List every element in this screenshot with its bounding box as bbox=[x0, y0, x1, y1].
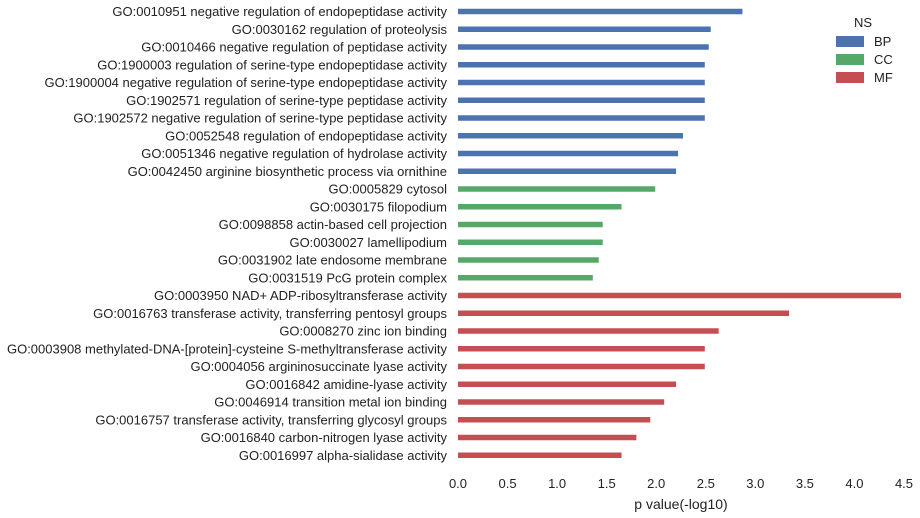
bars bbox=[458, 8, 902, 458]
bar-bp bbox=[458, 44, 709, 50]
x-tick-label: 3.5 bbox=[796, 476, 814, 491]
x-tick-label: 4.0 bbox=[845, 476, 863, 491]
x-tick-label: 2.0 bbox=[647, 476, 665, 491]
bar-mf bbox=[458, 346, 705, 352]
bar-mf bbox=[458, 399, 665, 405]
category-label: GO:0031902 late endosome membrane bbox=[218, 253, 447, 268]
x-axis-ticks: 0.0 0.5 1.0 1.5 2.0 2.5 3.0 3.5 4.0 4.5 bbox=[449, 476, 913, 491]
category-label: GO:0003908 methylated-DNA-[protein]-cyst… bbox=[7, 341, 448, 356]
category-label: GO:1902571 regulation of serine-type pep… bbox=[126, 93, 447, 108]
bar-cc bbox=[458, 186, 656, 192]
bar-cc bbox=[458, 257, 599, 263]
x-tick-label: 0.5 bbox=[499, 476, 517, 491]
category-label: GO:0098858 actin-based cell projection bbox=[219, 217, 447, 232]
x-tick-label: 2.5 bbox=[697, 476, 715, 491]
bar-cc bbox=[458, 221, 603, 228]
bar-mf bbox=[458, 381, 677, 387]
bar-mf bbox=[458, 328, 719, 334]
bar-mf bbox=[458, 363, 705, 370]
legend: NS BP CC MF bbox=[836, 15, 893, 85]
category-labels: GO:0010951 negative regulation of endope… bbox=[7, 4, 448, 463]
category-label: GO:0042450 arginine biosynthetic process… bbox=[128, 164, 447, 179]
bar-mf bbox=[458, 292, 902, 299]
legend-label-bp: BP bbox=[874, 34, 891, 49]
bar-mf bbox=[458, 434, 637, 441]
bar-mf bbox=[458, 452, 622, 458]
category-label: GO:0030175 filopodium bbox=[310, 199, 447, 214]
bar-cc bbox=[458, 275, 593, 281]
category-label: GO:0016763 transferase activity, transfe… bbox=[93, 306, 447, 321]
x-tick-label: 4.5 bbox=[895, 476, 913, 491]
legend-swatch-bp bbox=[836, 36, 864, 47]
bar-bp bbox=[458, 133, 683, 139]
bar-cc bbox=[458, 239, 603, 245]
category-label: GO:0016842 amidine-lyase activity bbox=[245, 377, 447, 392]
category-label: GO:0016997 alpha-sialidase activity bbox=[239, 448, 448, 463]
category-label: GO:1900004 negative regulation of serine… bbox=[44, 75, 447, 90]
legend-label-mf: MF bbox=[874, 70, 893, 85]
legend-swatch-cc bbox=[836, 54, 864, 65]
category-label: GO:0016757 transferase activity, transfe… bbox=[95, 412, 447, 427]
legend-swatch-mf bbox=[836, 72, 864, 83]
category-label: GO:0004056 argininosuccinate lyase activ… bbox=[190, 359, 447, 374]
category-label: GO:0031519 PcG protein complex bbox=[248, 270, 447, 285]
x-tick-label: 0.0 bbox=[449, 476, 467, 491]
category-label: GO:0016840 carbon-nitrogen lyase activit… bbox=[201, 430, 448, 445]
category-label: GO:0052548 regulation of endopeptidase a… bbox=[165, 128, 447, 143]
category-label: GO:0010951 negative regulation of endope… bbox=[112, 4, 447, 19]
category-label: GO:0010466 negative regulation of peptid… bbox=[141, 40, 447, 55]
category-label: GO:0008270 zinc ion binding bbox=[279, 324, 447, 339]
category-label: GO:0030027 lamellipodium bbox=[289, 235, 447, 250]
bar-bp bbox=[458, 62, 705, 68]
bar-bp bbox=[458, 8, 743, 15]
bar-bp bbox=[458, 97, 705, 103]
bar-bp bbox=[458, 150, 679, 157]
legend-label-cc: CC bbox=[874, 52, 893, 67]
bar-cc bbox=[458, 204, 622, 210]
bar-mf bbox=[458, 310, 790, 316]
category-label: GO:0051346 negative regulation of hydrol… bbox=[141, 146, 447, 161]
bar-mf bbox=[458, 417, 651, 423]
legend-entries: BP CC MF bbox=[836, 34, 893, 85]
bar-bp bbox=[458, 79, 705, 86]
bar-bp bbox=[458, 168, 677, 174]
x-axis-label: p value(-log10) bbox=[634, 496, 727, 512]
x-tick-label: 1.5 bbox=[598, 476, 616, 491]
x-tick-label: 3.0 bbox=[746, 476, 764, 491]
category-label: GO:0005829 cytosol bbox=[328, 182, 447, 197]
x-tick-label: 1.0 bbox=[548, 476, 566, 491]
bar-bp bbox=[458, 26, 711, 32]
category-label: GO:0030162 regulation of proteolysis bbox=[232, 22, 448, 37]
bar-bp bbox=[458, 115, 705, 121]
legend-title: NS bbox=[854, 15, 872, 30]
category-label: GO:0046914 transition metal ion binding bbox=[214, 395, 447, 410]
category-label: GO:1902572 negative regulation of serine… bbox=[73, 111, 447, 126]
category-label: GO:0003950 NAD+ ADP-ribosyltransferase a… bbox=[154, 288, 447, 303]
category-label: GO:1900003 regulation of serine-type end… bbox=[97, 57, 447, 72]
